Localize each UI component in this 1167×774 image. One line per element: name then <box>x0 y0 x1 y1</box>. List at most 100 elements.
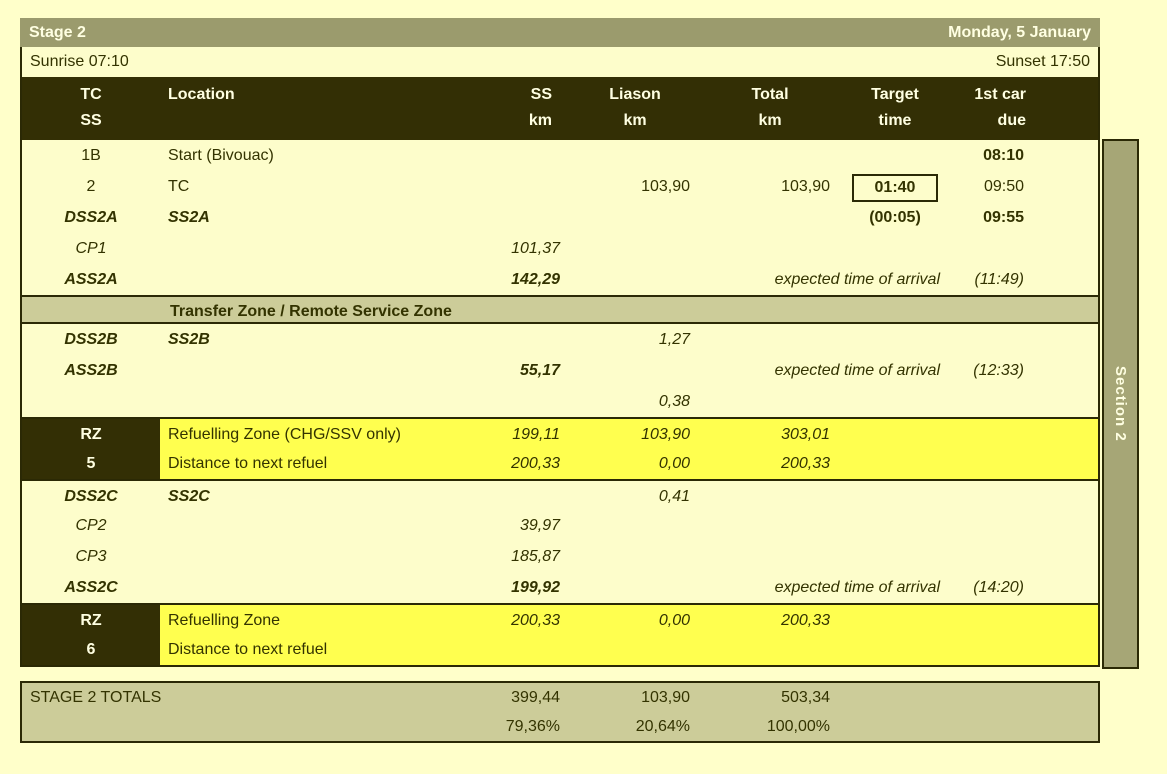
totals-spacer <box>950 712 1102 741</box>
cell-1st-car-due <box>950 634 1102 665</box>
table-row: RZ Refuelling Zone (CHG/SSV only) 199,11 10… <box>22 417 1098 450</box>
totals-liason-percent: 20,64% <box>635 718 690 735</box>
cell-total-km <box>700 481 840 512</box>
cell-target-time: 01:40 <box>840 171 950 202</box>
cell-total-km: 303,01 <box>781 426 830 443</box>
cell-target-time <box>840 386 950 417</box>
cell-ss-km <box>420 386 570 417</box>
cell-target-time <box>840 481 950 512</box>
cell-tc <box>22 386 160 417</box>
table-row: 2 TC 103,90 103,90 01:40 09:50 <box>22 171 1098 202</box>
stage-title: Stage 2 <box>29 23 86 41</box>
cell-tc: ASS2C <box>64 579 118 596</box>
cell-1st-car-due: 09:50 <box>983 178 1024 195</box>
header-tc-ss: TC SS <box>80 86 102 129</box>
cell-ss-km: 101,37 <box>511 240 560 257</box>
cell-target-time <box>840 541 950 572</box>
cell-tc: DSS2C <box>64 488 118 505</box>
cell-ss-km: 199,92 <box>511 579 560 596</box>
cell-location: SS2B <box>168 331 210 348</box>
totals-table: STAGE 2 TOTALS 399,44 103,90 503,34 79,3… <box>20 681 1100 743</box>
cell-liason-km <box>570 510 700 541</box>
cell-tc: DSS2A <box>64 209 118 226</box>
cell-location: TC <box>168 178 190 195</box>
section-label: Section 2 <box>1112 366 1129 442</box>
cell-ss-km: 185,87 <box>511 548 560 565</box>
cell-target-time <box>840 419 950 450</box>
timing-table: Sunrise 07:10 Sunset 17:50 TC SS Location S… <box>20 47 1100 667</box>
cell-location <box>160 233 420 264</box>
cell-ss-km <box>420 171 570 202</box>
cell-liason-km: 0,38 <box>658 393 690 410</box>
cell-ss-km <box>420 202 570 233</box>
table-row: 5 Distance to next refuel 200,33 0,00 200,33 <box>22 448 1098 479</box>
cell-tc: 1B <box>81 147 101 164</box>
table-header: TC SS Location SS km Liason km Total km Target tim… <box>22 77 1098 140</box>
cell-liason-km <box>570 541 700 572</box>
cell-1st-car-due <box>950 324 1102 355</box>
cell-liason-km <box>570 140 700 171</box>
cell-ss-km <box>420 324 570 355</box>
cell-location: Refuelling Zone <box>168 612 281 629</box>
table-row: ASS2C 199,92 expected time of arrival (14:2… <box>22 572 1098 603</box>
cell-ss-km: 199,11 <box>512 426 560 443</box>
cell-liason-km: 0,00 <box>658 455 690 472</box>
table-row: 6 Distance to next refuel <box>22 634 1098 665</box>
table-row: DSS2B SS2B 1,27 <box>22 324 1098 355</box>
cell-target-time <box>840 140 950 171</box>
cell-tc: DSS2B <box>64 331 118 348</box>
cell-ss-km <box>420 140 570 171</box>
cell-1st-car-due <box>950 386 1102 417</box>
cell-liason-km <box>570 634 700 665</box>
cell-liason-km: 0,00 <box>658 612 690 629</box>
cell-1st-car-due <box>950 233 1102 264</box>
section-sidebar: Section 2 <box>1102 139 1139 669</box>
cell-1st-car-due <box>950 419 1102 450</box>
cell-tc: 5 <box>22 448 160 479</box>
cell-1st-car-due: (12:33) <box>973 362 1024 379</box>
cell-target-time <box>840 324 950 355</box>
table-row: DSS2A SS2A (00:05) 09:55 <box>22 202 1098 233</box>
table-row: 0,38 <box>22 386 1098 417</box>
cell-liason-km <box>570 264 700 295</box>
cell-total-km <box>700 233 840 264</box>
cell-tc: CP3 <box>75 548 107 565</box>
eta-note: expected time of arrival <box>774 579 940 596</box>
cell-liason-km: 0,41 <box>658 488 690 505</box>
cell-total-km <box>700 541 840 572</box>
header-ss-km: SS km <box>528 86 552 129</box>
cell-1st-car-due <box>950 510 1102 541</box>
totals-spacer <box>950 683 1102 712</box>
title-bar: Stage 2 Monday, 5 January <box>20 18 1100 47</box>
cell-tc: CP2 <box>75 517 107 534</box>
eta-note: expected time of arrival <box>774 271 940 288</box>
totals-total-km: 503,34 <box>781 689 830 706</box>
cell-tc: 2 <box>86 178 96 195</box>
sunrise-label: Sunrise 07:10 <box>30 53 129 70</box>
cell-1st-car-due <box>950 541 1102 572</box>
cell-1st-car-due <box>950 448 1102 479</box>
cell-ss-km: 39,97 <box>519 517 560 534</box>
cell-tc: RZ <box>22 419 160 450</box>
cell-ss-km: 200,33 <box>511 612 560 629</box>
cell-location: SS2C <box>168 488 210 505</box>
table-row: CP3 185,87 <box>22 541 1098 572</box>
cell-target-time <box>840 510 950 541</box>
table-body: 1B Start (Bivouac) 08:10 2 TC 103,90 103,90 01:… <box>22 140 1098 665</box>
header-target-time: Target time <box>871 86 919 129</box>
cell-liason-km <box>570 233 700 264</box>
totals-spacer <box>840 712 950 741</box>
cell-liason-km: 103,90 <box>641 426 690 443</box>
cell-target-time <box>840 448 950 479</box>
cell-location: Start (Bivouac) <box>168 147 274 164</box>
cell-total-km <box>700 202 840 233</box>
cell-liason-km: 103,90 <box>641 178 690 195</box>
zone-band-label: Transfer Zone / Remote Service Zone <box>170 303 452 320</box>
cell-target-time <box>840 605 950 636</box>
cell-total-km <box>700 140 840 171</box>
cell-1st-car-due <box>950 481 1102 512</box>
cell-1st-car-due: 09:55 <box>983 209 1024 226</box>
totals-liason-km: 103,90 <box>641 689 690 706</box>
cell-location <box>160 264 420 295</box>
